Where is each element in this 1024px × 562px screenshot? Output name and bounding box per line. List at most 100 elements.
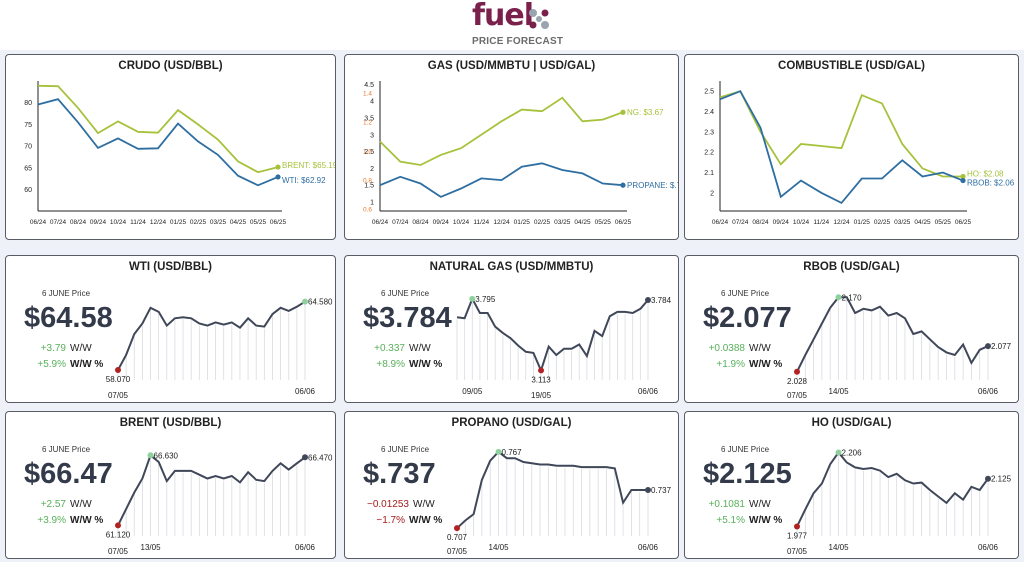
forecast-chart-combustible: 2 2.1 2.2 2.3 2.4 2.5 06/24 07/24 08/24 09/24 10/2…	[704, 81, 1015, 226]
series-line-brent	[37, 84, 279, 174]
logo-dots-icon	[529, 9, 549, 29]
current-price: $.737	[363, 458, 436, 490]
panel-title: PROPANO (USD/GAL)	[451, 417, 572, 429]
x-tick-label: 05/25	[250, 219, 267, 226]
panel-title: COMBUSTIBLE (USD/GAL)	[778, 60, 925, 72]
x-tick-label: 06/24	[712, 219, 729, 226]
sparkline-chart: 2.206 1.977 2.125 07/05 14/05 06/06	[787, 449, 1012, 556]
low-label: 61.120	[106, 530, 131, 539]
y-tick-label: 1	[370, 199, 374, 206]
week-change-pct-label: W/W %	[409, 359, 443, 370]
week-change-label: W/W	[413, 499, 435, 510]
y-tick-label: 2.2	[704, 150, 714, 157]
y-tick-label: 2.5	[704, 89, 714, 96]
last-label: 2.077	[991, 342, 1012, 351]
week-change-pct-value: +3.9%	[37, 515, 66, 526]
week-change-value: +0.0388	[708, 343, 745, 354]
week-change-pct-value: +8.9%	[376, 359, 405, 370]
week-change-value: +3.79	[40, 343, 66, 354]
week-change-value: −0.01253	[367, 499, 409, 510]
price-line	[117, 453, 306, 526]
week-change-row: +0.0388 W/W	[707, 343, 771, 354]
week-change-row: +0.1081 W/W	[707, 499, 771, 510]
x-tick-label: 09/24	[90, 219, 107, 226]
week-change-label: W/W	[70, 499, 92, 510]
current-price: $3.784	[363, 302, 452, 334]
x-tick-label: 04/25	[914, 219, 931, 226]
high-label: 0.767	[502, 448, 523, 457]
high-label: 3.795	[475, 295, 496, 304]
x-tick-label: 12/24	[150, 219, 167, 226]
x-tick-label: 08/24	[752, 219, 769, 226]
week-change-value: +0.337	[374, 343, 405, 354]
current-price: $66.47	[24, 458, 113, 490]
y-tick-label: 80	[24, 100, 32, 107]
week-change-value: +0.1081	[708, 499, 745, 510]
x-tick-label: 12/24	[833, 219, 850, 226]
current-price: $64.58	[24, 302, 113, 334]
x-tick-label: 01/25	[854, 219, 871, 226]
x-tick-label: 08/24	[412, 219, 429, 226]
price-date-label: 6 JUNE Price	[381, 445, 430, 454]
x-date-label: 07/05	[787, 547, 808, 556]
price-date-label: 6 JUNE Price	[381, 289, 430, 298]
series-line-ng	[379, 96, 624, 166]
price-line	[456, 450, 648, 529]
x-tick-label: 10/24	[110, 219, 127, 226]
x-tick-label: 01/25	[170, 219, 187, 226]
last-label: 0.737	[651, 486, 672, 495]
price-line	[117, 300, 306, 371]
series-end-label: RBOB: $2.06	[967, 179, 1015, 188]
x-date-label: 09/05	[462, 387, 483, 396]
series-line-ho	[719, 90, 963, 178]
low-label: 58.070	[106, 375, 131, 384]
series-end-label: BRENT: $65.19	[282, 161, 336, 170]
week-change-pct-row: +3.9% W/W %	[28, 515, 103, 526]
series-end-point	[275, 164, 281, 170]
week-change-label: W/W	[749, 343, 771, 354]
sparkline-chart: 2.170 2.028 2.077 07/05 14/05 06/06	[787, 293, 1012, 400]
header: fuel PRICE FORECAST	[0, 0, 1024, 50]
series-end-point	[960, 173, 966, 180]
series-end-point	[620, 109, 626, 115]
x-tick-label: 10/24	[793, 219, 810, 226]
forecast-chart-gas: 1 1.5 2 2.5 3 3.5 4 4.5 1.4 1.2 1.0 0.8 0.606/24 07/2…	[363, 81, 678, 226]
y-tick-label: 3	[370, 132, 374, 139]
low-point	[115, 522, 121, 529]
series-line-rbob	[719, 90, 964, 205]
price-date-label: 6 JUNE Price	[721, 445, 770, 454]
brand-logo: fuel PRICE FORECAST	[472, 0, 563, 48]
x-date-label: 07/05	[108, 547, 129, 556]
x-date-label: 14/05	[489, 543, 510, 552]
low-point	[115, 367, 121, 374]
series-end-point	[960, 177, 966, 184]
high-point	[147, 452, 154, 459]
x-tick-label: 03/25	[894, 219, 911, 226]
week-change-pct-row: +8.9% W/W %	[367, 359, 442, 370]
panel-rbob: RBOB (USD/GAL) 6 JUNE Price $2.077 +0.0388 W…	[684, 255, 1019, 403]
y-tick-label: 3.5	[364, 115, 374, 122]
week-change-pct-row: +5.1% W/W %	[707, 515, 782, 526]
low-point	[538, 367, 545, 374]
week-change-row: +3.79 W/W	[28, 343, 92, 354]
x-tick-label: 02/25	[534, 219, 551, 226]
week-change-pct-value: −1.7%	[376, 515, 405, 526]
panel-title: WTI (USD/BBL)	[128, 261, 213, 273]
panel-title: RBOB (USD/GAL)	[803, 261, 900, 273]
y-tick-label: 60	[24, 187, 32, 194]
last-point	[985, 343, 991, 350]
week-change-pct-row: +5.9% W/W %	[28, 359, 103, 370]
last-label: 3.784	[651, 296, 672, 305]
high-label: 2.170	[842, 293, 863, 302]
x-date-label: 06/06	[978, 543, 999, 552]
y2-tick-label: 0.6	[363, 207, 372, 214]
week-change-pct-label: W/W %	[749, 515, 783, 526]
sparkline-chart: 66.630 61.120 66.470 07/05 13/05 06/06	[106, 451, 333, 556]
y2-tick-label: 1.4	[363, 91, 372, 98]
sparkline-chart: 3.795 3.113 3.784 09/05 19/05 06/06	[456, 295, 672, 400]
x-tick-label: 11/24	[130, 219, 146, 226]
price-date-label: 6 JUNE Price	[721, 289, 770, 298]
panel-ho: HO (USD/GAL) 6 JUNE Price $2.125 +0.1081 W/W…	[684, 411, 1019, 559]
last-point	[645, 487, 651, 493]
panel-natgas: NATURAL GAS (USD/MMBTU) 6 JUNE Price $3.78…	[344, 255, 679, 403]
